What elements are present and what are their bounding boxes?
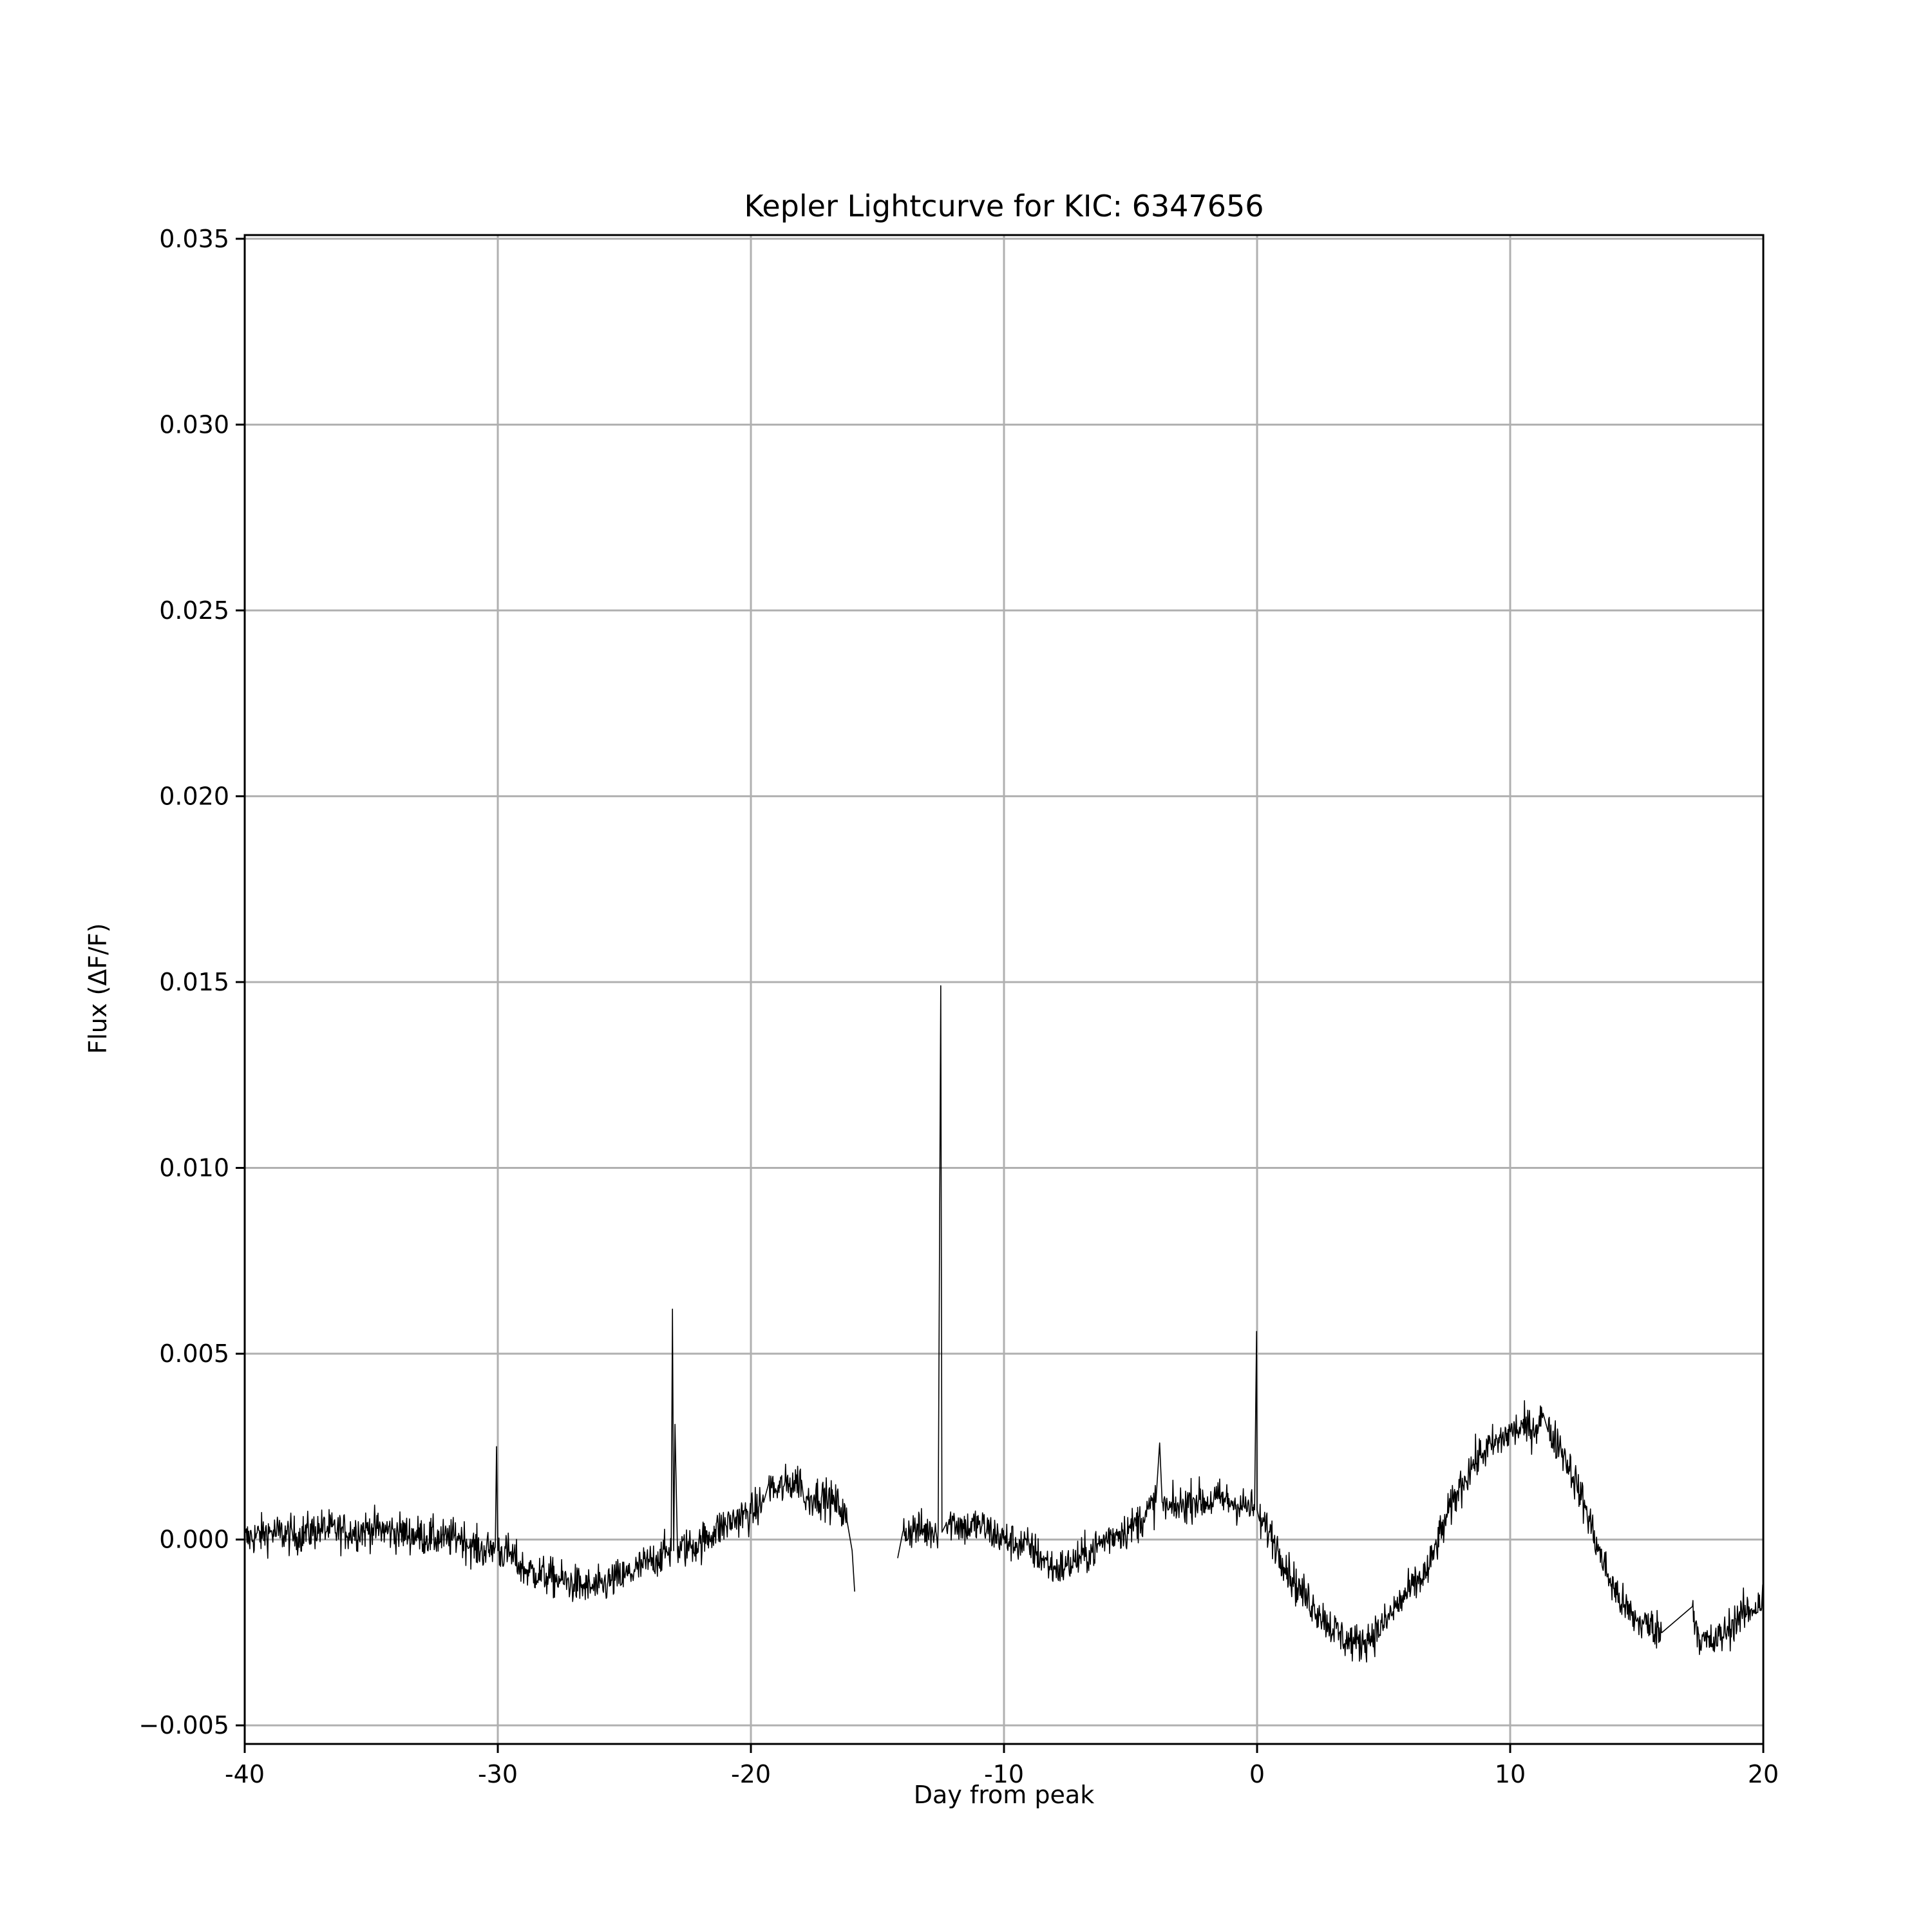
grid-lines bbox=[243, 235, 1765, 1744]
x-tick-label: 20 bbox=[1748, 1760, 1779, 1788]
series-group bbox=[244, 985, 1764, 1663]
x-axis-ticks: -40 -30 -20 -10 0 10 20 bbox=[225, 1744, 1779, 1788]
x-tick-label: -10 bbox=[984, 1760, 1024, 1788]
y-tick-label: 0.000 bbox=[159, 1526, 229, 1554]
x-tick-label: -40 bbox=[225, 1760, 265, 1788]
y-tick-label: 0.025 bbox=[159, 596, 229, 625]
y-tick-label: −0.005 bbox=[138, 1711, 229, 1739]
y-tick-label: 0.015 bbox=[159, 968, 229, 996]
chart-title: Kepler Lightcurve for KIC: 6347656 bbox=[744, 189, 1264, 223]
y-tick-label: 0.035 bbox=[159, 225, 229, 253]
y-tick-label: 0.020 bbox=[159, 782, 229, 810]
x-tick-label: -30 bbox=[478, 1760, 518, 1788]
x-tick-label: -20 bbox=[731, 1760, 771, 1788]
x-tick-label: 10 bbox=[1495, 1760, 1526, 1788]
y-axis-label: Flux (ΔF/F) bbox=[84, 923, 112, 1054]
y-tick-label: 0.030 bbox=[159, 410, 229, 439]
x-tick-label: 0 bbox=[1249, 1760, 1265, 1788]
lightcurve-segment-1 bbox=[244, 1309, 855, 1602]
y-tick-label: 0.005 bbox=[159, 1340, 229, 1368]
y-axis-ticks: −0.005 0.000 0.005 0.010 0.015 0.020 0.025 0.03… bbox=[138, 225, 245, 1739]
lightcurve-segment-2 bbox=[897, 985, 1764, 1663]
y-tick-label: 0.010 bbox=[159, 1154, 229, 1182]
x-axis-label: Day from peak bbox=[914, 1781, 1094, 1809]
